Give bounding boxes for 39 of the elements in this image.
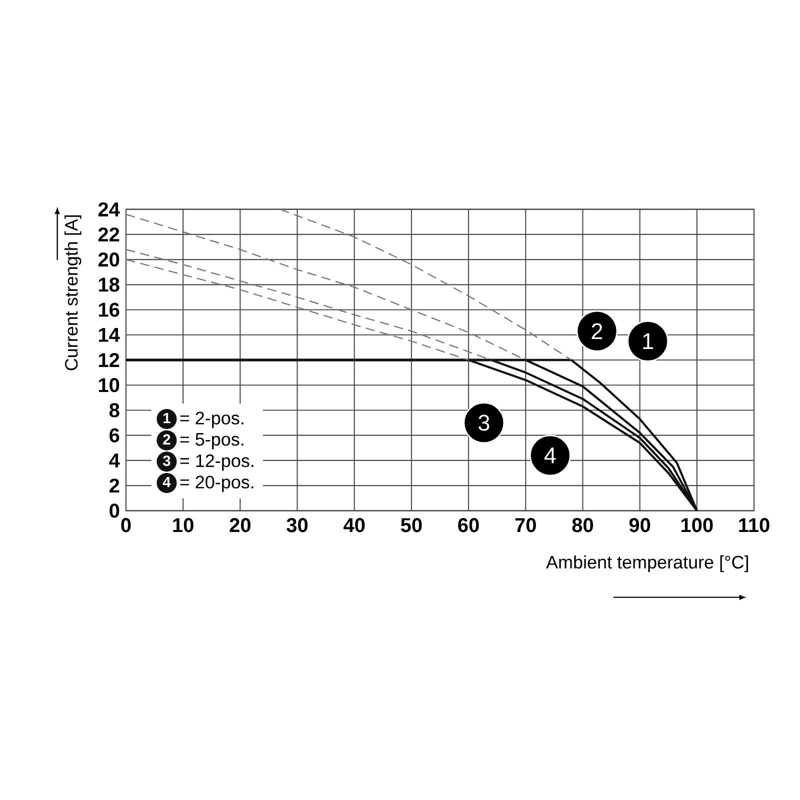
x-tick-label: 80 xyxy=(572,518,594,532)
text: 4 xyxy=(162,476,171,488)
y-axis-title: Current strength [A] xyxy=(64,215,82,370)
x-tick-label: 60 xyxy=(458,518,479,532)
y-tick-label: 4 xyxy=(109,454,120,468)
x-tick-label: 90 xyxy=(629,518,650,532)
y-tick-label: 20 xyxy=(98,252,120,267)
legend-label: = 12-pos. xyxy=(180,454,254,471)
text: 2 xyxy=(163,434,170,444)
y-tick-label: 2 xyxy=(110,478,120,493)
y-tick-label: 18 xyxy=(98,278,120,292)
x-tick-label: 10 xyxy=(173,518,194,532)
annotation: 3 xyxy=(478,414,490,431)
y-tick-label: 6 xyxy=(110,428,120,442)
text: 3 xyxy=(162,456,170,466)
x-tick-label: 110 xyxy=(739,518,770,532)
x-tick-label: 20 xyxy=(230,518,250,532)
y-tick-label: 8 xyxy=(109,403,120,418)
legend-label: = 20-pos. xyxy=(180,476,254,492)
x-tick-label: 0 xyxy=(121,518,131,532)
annotation: 1 xyxy=(643,333,654,349)
x-tick-label: 70 xyxy=(515,518,536,532)
y-tick-label: 0 xyxy=(110,504,120,518)
y-tick-label: 22 xyxy=(98,227,120,242)
x-tick-label: 50 xyxy=(400,518,422,532)
legend-label: = 2-pos. xyxy=(180,412,244,428)
legend-label: = 5-pos. xyxy=(180,433,244,450)
y-tick-label: 10 xyxy=(98,378,120,392)
text: 1 xyxy=(164,412,170,424)
x-tick-label: 100 xyxy=(681,518,713,532)
y-tick-label: 12 xyxy=(98,353,120,367)
annotation: 4 xyxy=(544,448,556,464)
annotation: 2 xyxy=(592,323,602,340)
x-tick-label: 40 xyxy=(344,518,365,532)
x-tick-label: 30 xyxy=(286,518,308,532)
y-tick-label: 14 xyxy=(98,328,120,342)
y-tick-label: 16 xyxy=(98,302,120,317)
y-tick-label: 24 xyxy=(98,202,120,216)
x-axis-title: Ambient temperature [°C] xyxy=(546,555,748,572)
